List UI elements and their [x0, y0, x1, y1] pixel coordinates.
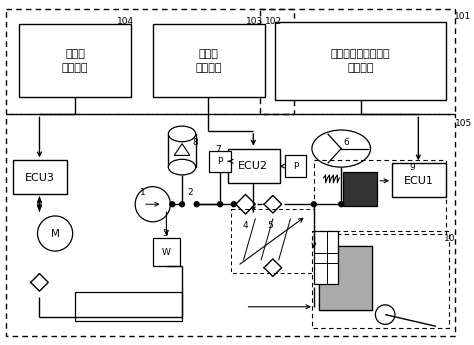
- Text: 3: 3: [163, 229, 168, 238]
- Bar: [74, 292, 182, 322]
- Text: 1: 1: [140, 188, 146, 197]
- Text: 4: 4: [243, 221, 248, 230]
- Text: 电动助力转向子系统
控制方法: 电动助力转向子系统 控制方法: [331, 49, 391, 73]
- Bar: [231, 209, 314, 273]
- Text: 101: 101: [454, 12, 471, 21]
- Text: 104: 104: [117, 17, 134, 26]
- Text: ECU2: ECU2: [238, 161, 268, 171]
- Bar: [153, 238, 180, 266]
- Bar: [6, 115, 456, 336]
- Text: P: P: [218, 157, 223, 166]
- Bar: [13, 160, 67, 195]
- Ellipse shape: [168, 159, 196, 175]
- Text: ECU1: ECU1: [403, 176, 433, 186]
- Bar: [210, 150, 231, 172]
- Bar: [168, 134, 196, 167]
- Text: 8: 8: [193, 138, 199, 147]
- Text: ECU3: ECU3: [25, 173, 55, 183]
- Text: 105: 105: [455, 119, 472, 128]
- Bar: [314, 230, 338, 284]
- Circle shape: [194, 202, 199, 207]
- Bar: [19, 23, 131, 97]
- Text: 5: 5: [267, 221, 273, 230]
- Bar: [6, 9, 294, 115]
- Text: 102: 102: [265, 17, 282, 26]
- Text: W: W: [162, 248, 171, 257]
- Bar: [319, 246, 373, 310]
- Text: M: M: [51, 228, 60, 238]
- Text: P: P: [292, 162, 298, 171]
- Text: 2: 2: [187, 188, 192, 197]
- Text: 9: 9: [410, 163, 415, 172]
- Ellipse shape: [168, 126, 196, 142]
- Bar: [284, 155, 306, 177]
- Circle shape: [311, 202, 316, 207]
- Bar: [260, 9, 456, 115]
- Bar: [319, 246, 373, 310]
- Bar: [228, 149, 280, 183]
- Circle shape: [339, 202, 344, 207]
- Text: 7: 7: [215, 145, 221, 154]
- Circle shape: [231, 202, 236, 207]
- Bar: [275, 22, 446, 100]
- Text: 103: 103: [246, 17, 263, 26]
- Bar: [314, 160, 446, 234]
- Text: 10: 10: [444, 234, 455, 243]
- Bar: [392, 163, 446, 197]
- Bar: [153, 23, 265, 97]
- Bar: [312, 230, 448, 328]
- Text: 电磁阀
控制方法: 电磁阀 控制方法: [195, 49, 222, 73]
- Circle shape: [180, 202, 184, 207]
- Text: 6: 6: [343, 138, 349, 147]
- Bar: [343, 172, 377, 206]
- Circle shape: [218, 202, 223, 207]
- Circle shape: [170, 202, 175, 207]
- Text: 电动泵
控制方法: 电动泵 控制方法: [62, 49, 88, 73]
